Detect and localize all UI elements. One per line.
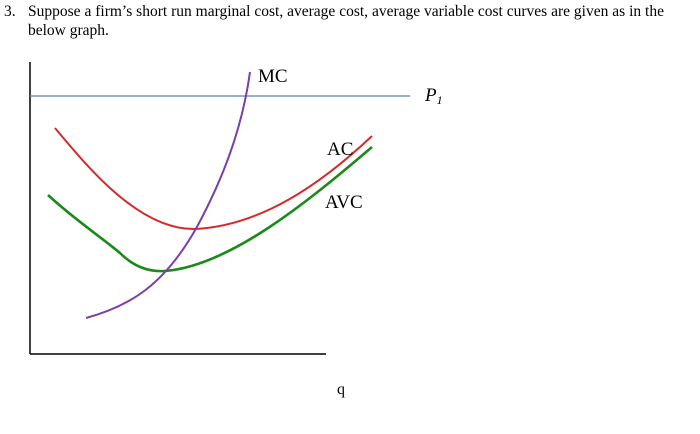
- question-block: 3. Suppose a firm’s short run marginal c…: [4, 2, 664, 40]
- question-text: Suppose a firm’s short run marginal cost…: [28, 3, 664, 39]
- p1-subscript: 1: [437, 93, 443, 107]
- question-number: 3.: [4, 3, 16, 20]
- mc-curve: [85, 71, 251, 319]
- p1-label: P1: [424, 85, 443, 107]
- p1-letter: P: [424, 85, 437, 106]
- mc-label: MC: [258, 66, 288, 87]
- avc-label: AVC: [325, 192, 363, 213]
- x-axis-label: q: [337, 381, 345, 398]
- avc-curve: [47, 146, 373, 273]
- ac-label: AC: [327, 139, 353, 160]
- ac-curve: [54, 127, 373, 231]
